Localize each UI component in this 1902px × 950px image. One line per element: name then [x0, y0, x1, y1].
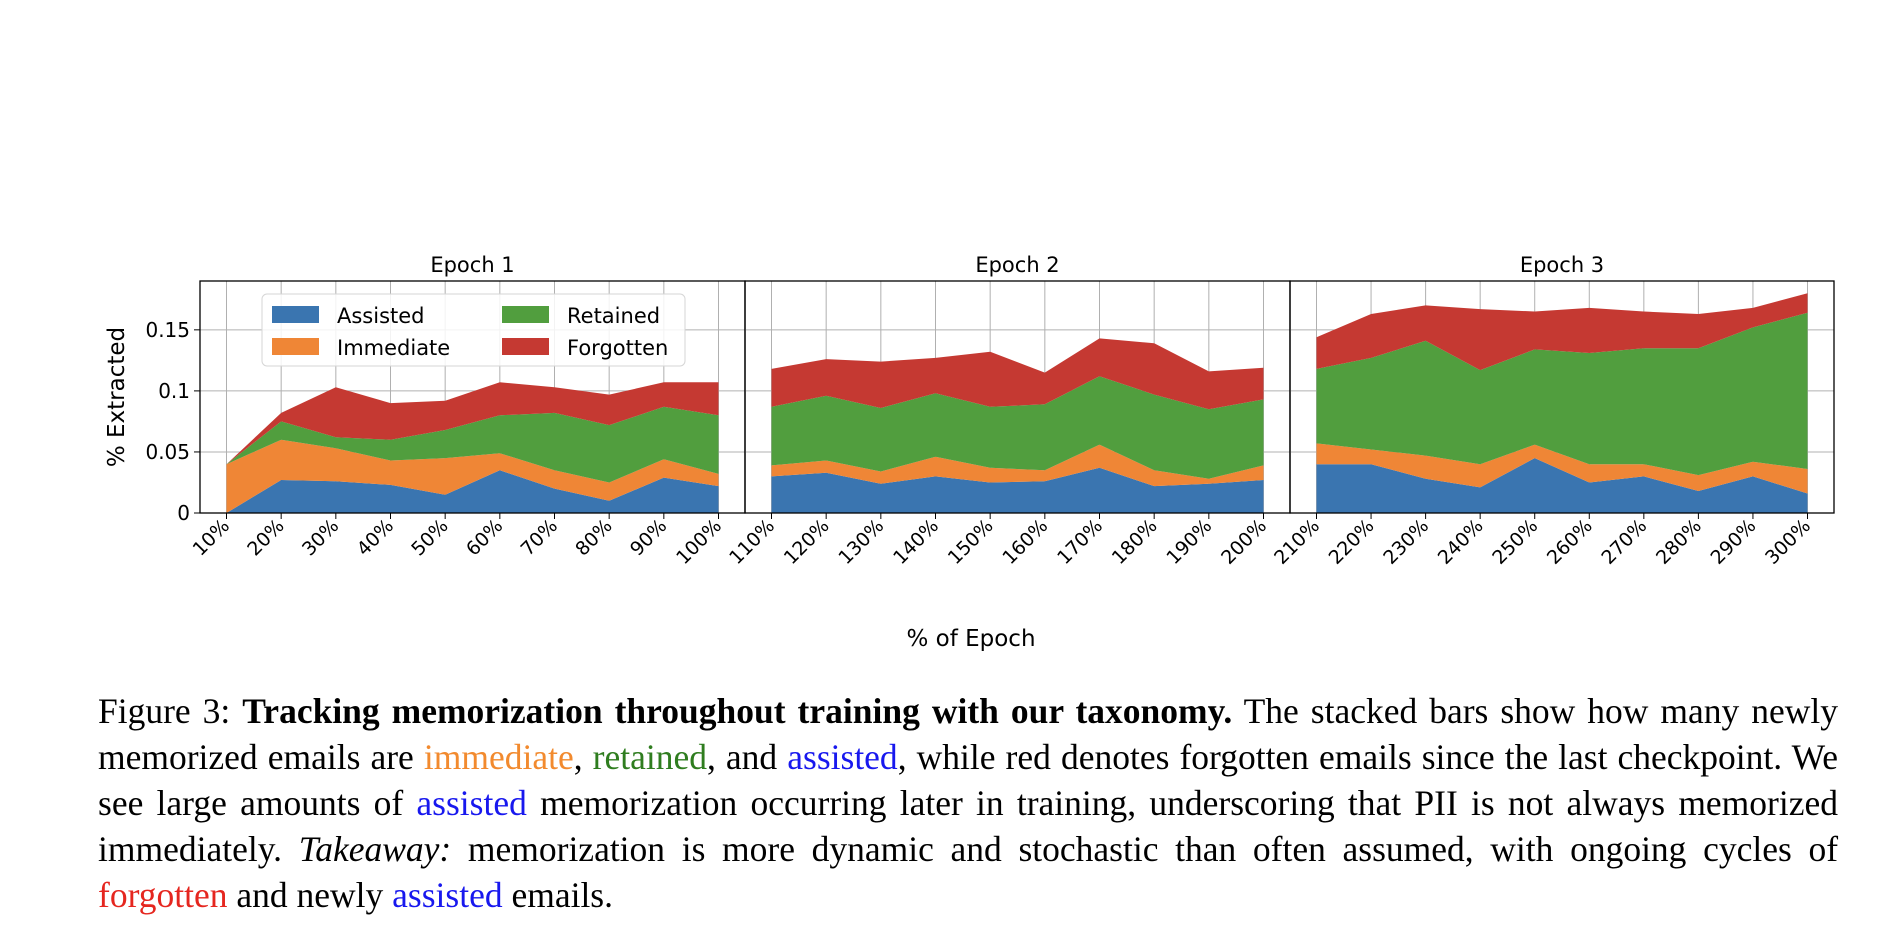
x-tick-label: 190%: [1162, 515, 1216, 569]
legend-label-retained: Retained: [567, 304, 660, 328]
area-immediate-epoch1: [226, 439, 719, 513]
x-tick-label: 50%: [407, 515, 452, 560]
x-tick-label: 60%: [462, 515, 507, 560]
area-assisted-epoch3: [1316, 458, 1808, 513]
area-assisted-epoch1: [226, 470, 719, 513]
x-tick-label: 70%: [517, 515, 562, 560]
area-forgotten-epoch1: [226, 382, 719, 465]
area-immediate-epoch3: [1316, 443, 1808, 494]
y-tick-label: 0: [177, 501, 190, 525]
x-tick-label: 10%: [189, 515, 234, 560]
legend-label-immediate: Immediate: [337, 336, 450, 360]
area-forgotten-epoch3: [1316, 293, 1808, 371]
x-tick-label: 160%: [998, 515, 1052, 569]
panel-frame: [1289, 280, 1835, 514]
caption-assisted-word: assisted: [416, 783, 527, 823]
x-tick-label: 110%: [725, 515, 779, 569]
legend-swatch-forgotten: [502, 338, 549, 355]
legend-swatch-retained: [502, 306, 549, 323]
x-tick-label: 220%: [1325, 515, 1379, 569]
x-tick-label: 170%: [1053, 515, 1107, 569]
x-tick-label: 40%: [353, 515, 398, 560]
x-axis-label: % of Epoch: [906, 626, 1035, 652]
x-tick-label: 130%: [834, 515, 888, 569]
x-tick-label: 140%: [889, 515, 943, 569]
caption-text: , while red denotes forgotten emails sin…: [98, 737, 1838, 823]
caption-immediate-word: immediate: [423, 737, 574, 777]
y-axis-label: % Extracted: [104, 327, 130, 467]
legend-swatch-immediate: [272, 338, 319, 355]
y-tick-label: 0.15: [145, 318, 190, 342]
x-tick-label: 300%: [1761, 515, 1815, 569]
x-tick-label: 30%: [298, 515, 343, 560]
area-retained-epoch2: [771, 376, 1264, 479]
area-forgotten-epoch2: [771, 338, 1264, 410]
caption-text: , and: [706, 737, 778, 777]
area-immediate-epoch2: [771, 444, 1264, 487]
panel-title: Epoch 3: [1520, 253, 1604, 277]
caption-label: Figure 3:: [98, 691, 231, 731]
caption-forgotten-word: forgotten: [98, 875, 228, 915]
legend-label-assisted: Assisted: [337, 304, 425, 328]
x-tick-label: 280%: [1652, 515, 1706, 569]
area-retained-epoch3: [1316, 312, 1808, 476]
x-tick-label: 80%: [571, 515, 616, 560]
stacked-area-chart: Epoch 1 10% 20% 30% 40% 50% 60% 70% 80% 90% 100% Ep…: [104, 253, 1835, 652]
figure-caption: Figure 3: Tracking memorization througho…: [98, 688, 1838, 918]
x-tick-label: 210%: [1270, 515, 1324, 569]
x-tick-label: 180%: [1108, 515, 1162, 569]
x-tick-label: 100%: [672, 515, 726, 569]
panel-title: Epoch 1: [430, 253, 514, 277]
caption-text: and newly: [236, 875, 384, 915]
caption-text: memorization occurring later in training…: [98, 783, 1838, 869]
caption-assisted-word: assisted: [392, 875, 503, 915]
x-tick-label: 90%: [626, 515, 671, 560]
x-tick-label: 20%: [243, 515, 288, 560]
area-retained-epoch1: [226, 406, 719, 483]
y-tick-label: 0.05: [145, 440, 190, 464]
x-tick-label: 260%: [1543, 515, 1597, 569]
x-tick-label: 290%: [1707, 515, 1761, 569]
area-assisted-epoch2: [771, 467, 1264, 513]
x-tick-label: 240%: [1434, 515, 1488, 569]
x-tick-label: 250%: [1488, 515, 1542, 569]
x-tick-label: 200%: [1217, 515, 1271, 569]
caption-text: The stacked bars show how many newly mem…: [98, 691, 1838, 777]
x-tick-label: 150%: [944, 515, 998, 569]
caption-bold-title: Tracking memorization throughout trainin…: [242, 691, 1233, 731]
legend-box: [261, 293, 686, 367]
caption-assisted-word: assisted: [787, 737, 898, 777]
panel-title: Epoch 2: [975, 253, 1059, 277]
caption-takeaway: Takeaway:: [298, 829, 452, 869]
x-tick-label: 270%: [1597, 515, 1651, 569]
legend-swatch-assisted: [272, 306, 319, 323]
x-tick-label: 230%: [1379, 515, 1433, 569]
legend-label-forgotten: Forgotten: [567, 336, 668, 360]
caption-text: emails.: [511, 875, 613, 915]
caption-text: ,: [573, 737, 583, 777]
x-tick-label: 120%: [780, 515, 834, 569]
caption-text: memorization is more dynamic and stochas…: [467, 829, 1839, 869]
caption-retained-word: retained: [592, 737, 707, 777]
y-tick-label: 0.1: [158, 379, 190, 403]
